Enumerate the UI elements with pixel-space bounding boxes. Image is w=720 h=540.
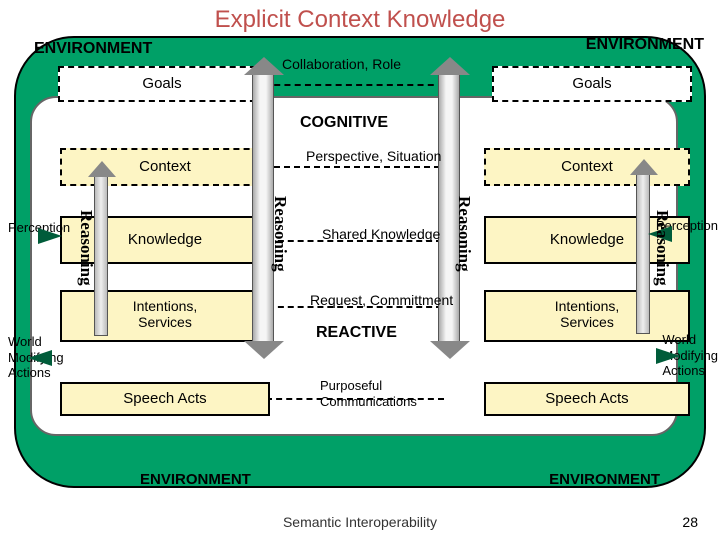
reasoning-label-l2: Reasoning	[270, 196, 290, 272]
collab-label: Collaboration, Role	[282, 56, 401, 72]
env-label-br: ENVIRONMENT	[549, 471, 660, 488]
env-label-tr: ENVIRONMENT	[586, 36, 704, 54]
shared-knowledge-label: Shared Knowledge	[322, 226, 440, 242]
intentions-box-right: Intentions, Services	[484, 290, 690, 342]
up-arrow-left	[94, 174, 108, 336]
context-box-right: Context	[484, 148, 690, 186]
reasoning-label-r2: Reasoning	[652, 210, 672, 286]
intentions-box-left: Intentions, Services	[60, 290, 270, 342]
page-title: Explicit Context Knowledge	[0, 6, 720, 34]
request-commit-label: Request, Committment	[310, 292, 453, 308]
page-number: 28	[682, 514, 698, 530]
reactive-label: REACTIVE	[316, 324, 397, 342]
perception-arrow-in-left	[38, 228, 62, 244]
purposeful-label: Purposeful Communications	[320, 378, 417, 409]
cognitive-label: COGNITIVE	[300, 114, 388, 132]
up-arrow-right	[636, 172, 650, 334]
reasoning-label-l1: Reasoning	[76, 210, 96, 286]
dash-connector	[264, 166, 450, 168]
goals-box-right: Goals	[492, 66, 692, 102]
reasoning-label-r1: Reasoning	[454, 196, 474, 272]
wma-arrow-out-left	[28, 350, 52, 366]
dash-connector	[264, 84, 444, 86]
speech-box-left: Speech Acts	[60, 382, 270, 416]
env-label-tl: ENVIRONMENT	[34, 40, 152, 58]
speech-box-right: Speech Acts	[484, 382, 690, 416]
footer-text: Semantic Interoperability	[0, 514, 720, 530]
env-label-bl: ENVIRONMENT	[140, 471, 251, 488]
perspective-label: Perspective, Situation	[306, 148, 441, 164]
wma-arrow-out-right	[656, 348, 680, 364]
goals-box-left: Goals	[58, 66, 266, 102]
